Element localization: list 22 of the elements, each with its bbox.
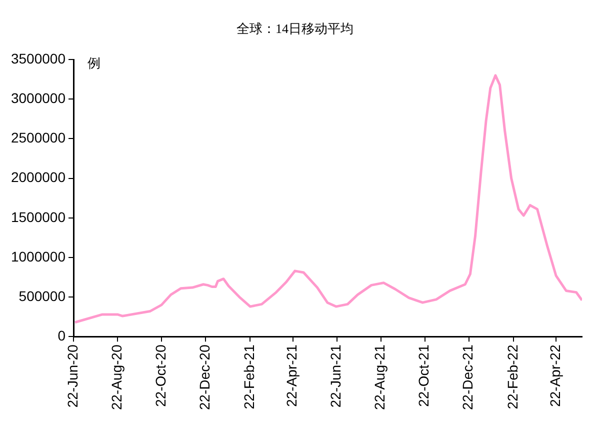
y-tick-label: 1500000 (10, 208, 66, 225)
x-tick-label: 22-Oct-21 (416, 344, 432, 407)
x-tick-label: 22-Feb-22 (504, 344, 520, 410)
x-tick-label: 22-Dec-21 (460, 344, 476, 410)
y-tick-label: 500000 (18, 288, 66, 304)
x-tick-label: 22-Jun-21 (328, 344, 344, 408)
y-tick-label: 1000000 (10, 248, 66, 264)
x-tick-label: 22-Aug-20 (108, 344, 124, 410)
x-tick-label: 22-Dec-20 (196, 344, 212, 410)
y-tick-label: 0 (58, 327, 66, 344)
chart-title: 全球：14日移动平均 (236, 21, 354, 36)
y-tick-label: 2500000 (10, 130, 66, 146)
x-tick-label: 22-Apr-22 (546, 344, 563, 407)
y-tick-label: 3500000 (10, 50, 66, 66)
y-tick-label: 2000000 (10, 169, 66, 186)
x-tick-label: 22-Oct-20 (152, 344, 168, 407)
x-tick-label: 22-Aug-21 (372, 344, 388, 410)
y-axis-title: 例 (88, 56, 101, 71)
x-tick-label: 22-Feb-21 (241, 344, 258, 410)
y-tick-label: 3000000 (10, 90, 66, 106)
x-tick-label: 22-Apr-21 (284, 344, 300, 407)
x-tick-label: 22-Jun-20 (64, 344, 80, 408)
